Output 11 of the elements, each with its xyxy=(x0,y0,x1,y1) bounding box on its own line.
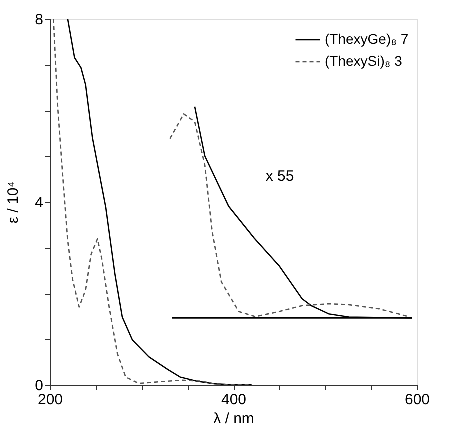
x-tick-label: 600 xyxy=(404,392,430,408)
x-axis-title: λ / nm xyxy=(214,410,254,428)
y-tick-label: 0 xyxy=(35,378,44,394)
y-tick-label: 8 xyxy=(35,12,44,28)
y-axis-title: ε / 10⁴ xyxy=(5,181,22,224)
y-tick-label: 4 xyxy=(35,194,44,212)
legend-label: (ThexySi)₈ 3 xyxy=(325,53,403,69)
legend-label: (ThexyGe)₈ 7 xyxy=(325,31,409,47)
annotation: x 55 xyxy=(266,168,294,185)
x-tick-label: 400 xyxy=(221,392,247,408)
x-tick-label: 200 xyxy=(38,392,64,408)
